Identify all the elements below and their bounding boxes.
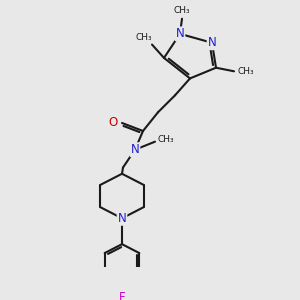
Text: CH₃: CH₃ bbox=[158, 134, 174, 143]
Text: N: N bbox=[176, 27, 184, 40]
Text: F: F bbox=[119, 291, 125, 300]
Text: CH₃: CH₃ bbox=[174, 6, 190, 15]
Text: CH₃: CH₃ bbox=[238, 67, 254, 76]
Text: N: N bbox=[208, 36, 216, 49]
Text: CH₃: CH₃ bbox=[136, 33, 152, 42]
Text: O: O bbox=[108, 116, 118, 130]
Text: N: N bbox=[118, 212, 126, 225]
Text: N: N bbox=[130, 143, 140, 156]
